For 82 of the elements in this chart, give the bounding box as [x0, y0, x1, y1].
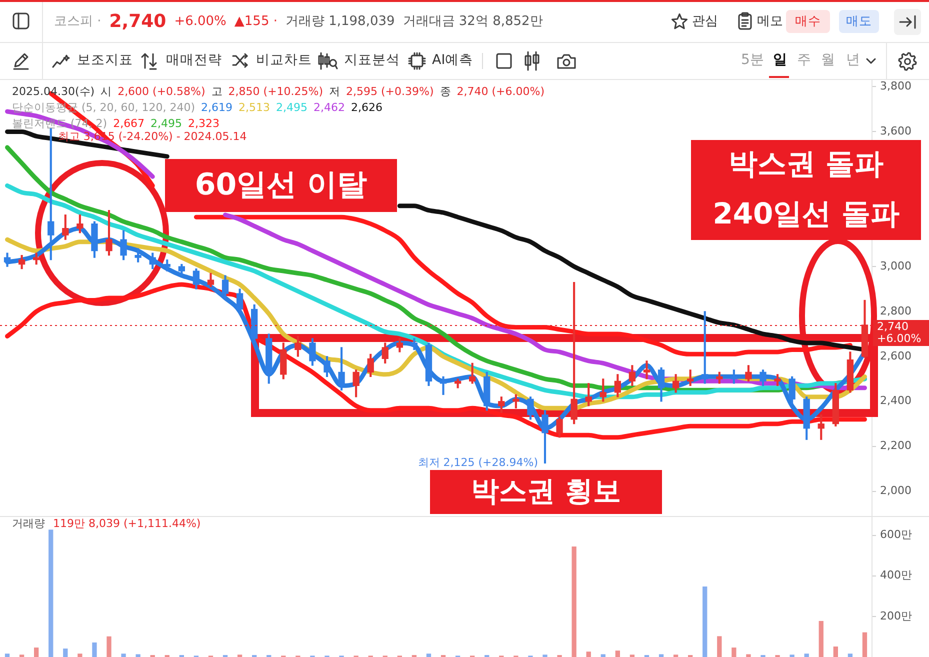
- annotation: 2,667: [113, 116, 145, 130]
- text: 주: [797, 52, 811, 68]
- annotation: 2,495: [150, 116, 182, 130]
- bar: [4, 654, 10, 657]
- bar: [848, 654, 853, 657]
- annotation: 2,595 (+0.39%): [346, 84, 434, 98]
- text: 월: [821, 52, 835, 68]
- bar: [586, 652, 591, 657]
- bar: [63, 648, 68, 657]
- y-tick-label: 2,800: [880, 304, 912, 318]
- annotation: 119만 8,039 (+1,111.44%): [53, 516, 201, 530]
- text: 지표분석: [344, 52, 400, 68]
- annotation: 2,513: [238, 100, 270, 114]
- annotation: 거래량: [12, 516, 45, 530]
- bar: [658, 654, 664, 657]
- bar: [732, 648, 736, 657]
- y-tick-label: 2,600: [880, 349, 912, 362]
- annotation: 종: [440, 84, 451, 98]
- y-tick-label: 200만: [880, 609, 912, 622]
- y-tick-label: 3,000: [880, 259, 912, 272]
- bar: [136, 654, 140, 657]
- annotation: 시: [100, 84, 112, 98]
- y-tick-label: 3,600: [880, 124, 912, 138]
- y-tick-label: 2,400: [880, 394, 912, 408]
- annotation: 2,462: [314, 100, 346, 114]
- bar: [717, 636, 722, 657]
- y-tick-label: 2,200: [880, 439, 912, 452]
- text: 거래대금 32억 8,852만: [402, 14, 543, 29]
- annotation: 2,495: [276, 100, 308, 114]
- annotation: 박스권 횡보: [471, 474, 621, 508]
- bar: [78, 654, 82, 657]
- text: 코스피 ·: [54, 14, 102, 29]
- annotation: 저: [329, 84, 340, 98]
- bar: [572, 546, 576, 657]
- bar: [615, 650, 620, 657]
- text: 년: [846, 52, 860, 68]
- bar: [426, 654, 432, 657]
- bar: [121, 654, 126, 657]
- y-tick-label: 2,000: [880, 484, 912, 498]
- annotation: 2,619: [201, 100, 233, 114]
- text: 매매전략: [166, 52, 222, 68]
- text: 2,740: [109, 10, 166, 32]
- text: 메모: [757, 14, 783, 29]
- text: 보조지표: [77, 52, 133, 68]
- y-tick-label: 400만: [880, 568, 912, 582]
- bar: [92, 642, 97, 657]
- text: 거래량 1,198,039: [285, 14, 395, 29]
- annotation: 240일선 돌파: [712, 196, 900, 231]
- bar: [702, 586, 708, 657]
- bar: [600, 654, 606, 657]
- annotation: 2,740 (+6.00%): [456, 84, 544, 98]
- candlestick: [643, 360, 650, 380]
- bar: [48, 530, 54, 657]
- candlestick: [702, 311, 708, 384]
- text: 관심: [692, 14, 718, 29]
- text: 매수: [795, 13, 821, 28]
- annotation: 박스권 돌파: [728, 146, 884, 181]
- bar: [833, 646, 838, 657]
- text: AI예측: [432, 52, 474, 68]
- bar: [818, 620, 824, 657]
- annotation: 2,600 (+0.58%): [118, 84, 206, 98]
- text: 비교차트: [256, 52, 312, 68]
- text: ▲155 ·: [234, 14, 278, 29]
- annotation: 60일선 이탈: [194, 167, 368, 202]
- bar: [804, 654, 809, 657]
- annotation: 2025.04.30(수): [12, 84, 95, 98]
- bar: [106, 636, 112, 657]
- ref-line-label: 2,740 +6.00%: [877, 320, 922, 345]
- text: +6.00%: [174, 14, 226, 29]
- bar: [34, 648, 39, 657]
- y-tick-label: 3,800: [880, 80, 912, 93]
- annotation: 2,626: [351, 100, 382, 114]
- text: 매도: [846, 13, 872, 28]
- annotation: 최저 2,125 (+28.94%): [418, 456, 538, 470]
- bar: [862, 632, 868, 657]
- text: 5분: [741, 52, 764, 68]
- y-tick-label: 600만: [880, 528, 912, 542]
- annotation: 2,850 (+10.25%): [228, 84, 324, 98]
- bar: [746, 654, 751, 657]
- annotation: 고: [211, 84, 222, 98]
- text: 일: [773, 52, 787, 68]
- annotation: 2,323: [188, 116, 220, 130]
